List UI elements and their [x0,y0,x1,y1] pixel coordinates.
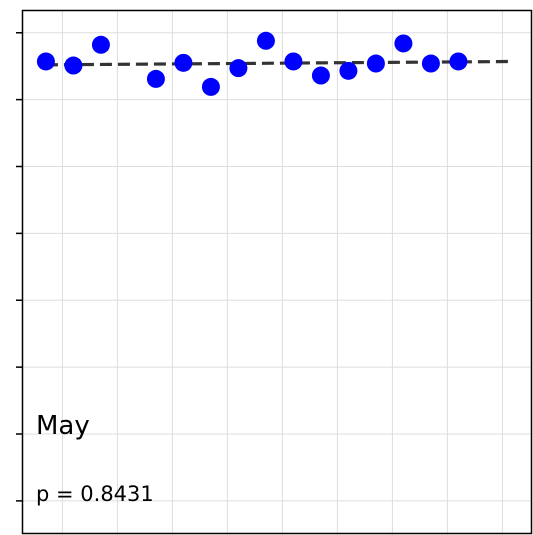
point [394,34,413,53]
point [339,61,358,80]
point [449,52,468,71]
marks [36,31,514,96]
plot-frame [21,9,533,535]
point [366,54,385,73]
point [174,53,193,72]
point [146,69,165,88]
point [64,56,83,75]
point [256,31,275,50]
month-label: May [36,411,90,441]
point [36,52,55,71]
p-value-label: p = 0.8431 [36,482,154,506]
point [91,35,110,54]
point [311,66,330,85]
point [201,77,220,96]
grid [16,10,531,535]
point [229,59,248,78]
point [284,52,303,71]
point [421,54,440,73]
